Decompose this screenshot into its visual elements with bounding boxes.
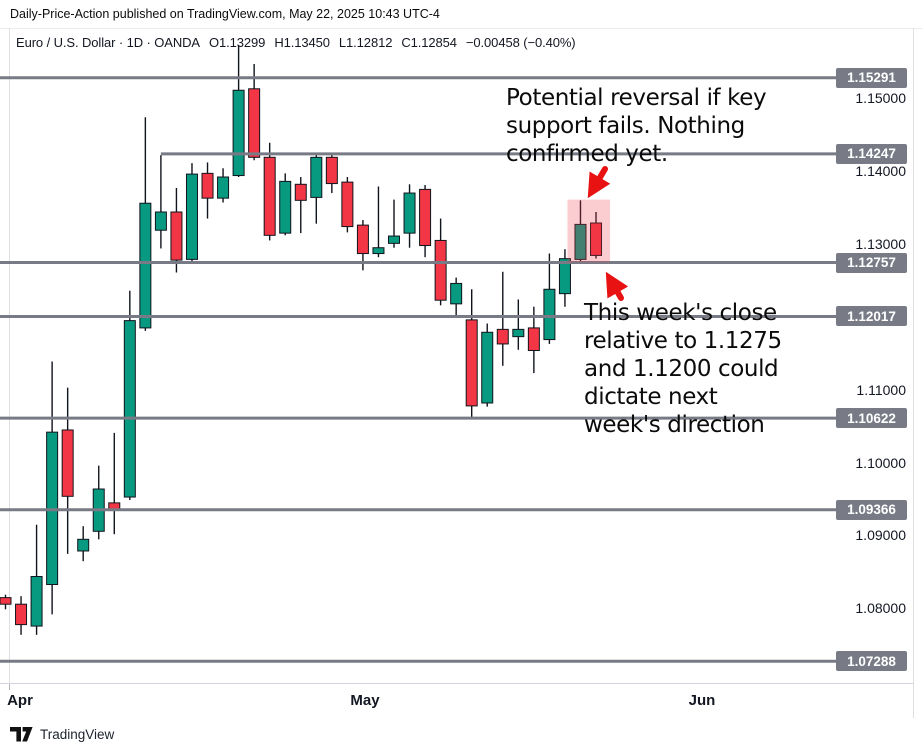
candle-body-down <box>61 429 74 497</box>
candle-body-down <box>15 603 28 626</box>
tradingview-logo-icon <box>10 727 33 742</box>
candle-body-down <box>248 88 261 158</box>
month-label-apr: Apr <box>7 692 33 709</box>
candle-body-up <box>185 173 198 260</box>
price-level-badge: 1.12757 <box>836 252 907 273</box>
candle-body-down <box>356 224 369 255</box>
symbol-header: Euro / U.S. Dollar · 1D · OANDA O1.13299… <box>16 35 576 50</box>
price-axis-label: 1.15000 <box>855 90 906 106</box>
price-axis-label: 1.10000 <box>855 454 906 471</box>
candle-body-down <box>263 156 276 236</box>
price-level-badge: 1.09366 <box>836 499 907 520</box>
candle-body-up <box>574 223 587 260</box>
candle-body-down <box>590 222 603 256</box>
candle-body-down <box>201 172 214 199</box>
candle-body-down <box>325 156 338 185</box>
daily-change: −0.00458 (−0.40%) <box>465 35 576 50</box>
annotation-reversal-note: Potential reversal if key support fails.… <box>506 85 767 167</box>
month-tick <box>9 684 10 690</box>
annotation-weekly-close-note: This week's close relative to 1.1275 and… <box>584 300 782 438</box>
price-level-badge: 1.10622 <box>836 408 907 429</box>
candle-body-up <box>310 156 323 198</box>
candle-body-down <box>527 327 540 352</box>
candle-body-down <box>419 188 432 247</box>
price-axis-label: 1.08000 <box>855 600 906 617</box>
candle-body-up <box>139 202 152 329</box>
candle-body-up <box>217 176 230 199</box>
price-axis-label: 1.14000 <box>855 162 906 179</box>
price-axis-label: 1.09000 <box>855 527 906 544</box>
ohlc-low: L1.12812 <box>338 35 393 50</box>
ohlc-high: H1.13450 <box>274 35 330 50</box>
highlight-box <box>567 199 611 263</box>
time-axis[interactable]: Apr May Jun <box>0 684 913 714</box>
candle-body-up <box>450 282 463 305</box>
candle-body-down <box>0 597 12 605</box>
symbol-title: Euro / U.S. Dollar · 1D · OANDA <box>16 35 200 50</box>
price-scale[interactable]: 1.15000 1.14000 1.13000 1.11000 1.10000 1.090… <box>822 28 922 683</box>
candle-body-up <box>232 89 245 177</box>
price-level-badge: 1.14247 <box>836 143 907 164</box>
candle-body-up <box>481 331 494 404</box>
price-axis-label: 1.13000 <box>855 235 906 252</box>
ohlc-open: O1.13299 <box>209 35 266 50</box>
price-level-badge: 1.12017 <box>836 306 907 327</box>
candle-body-up <box>123 320 136 498</box>
pane-border-right <box>913 28 914 718</box>
candle-body-up <box>558 258 571 295</box>
candle-body-up <box>372 247 385 255</box>
price-level-badge: 1.15291 <box>836 67 907 88</box>
candle-body-down <box>341 181 354 228</box>
month-label-may: May <box>350 692 380 709</box>
candle-body-down <box>294 183 307 201</box>
candle-body-down <box>496 328 509 345</box>
candle-body-up <box>403 192 416 234</box>
candle-body-up <box>30 575 43 627</box>
candle-body-up <box>77 538 90 552</box>
candle-body-down <box>434 239 447 301</box>
candle-body-up <box>388 235 400 244</box>
candle-body-up <box>512 328 525 338</box>
time-axis-separator <box>0 683 913 684</box>
pane-border-top <box>0 28 922 29</box>
candle-body-up <box>154 211 167 231</box>
candle-body-down <box>465 319 478 407</box>
publish-attribution: Daily-Price-Action published on TradingV… <box>10 7 440 21</box>
candle-body-down <box>170 211 183 261</box>
arrow-pointing-up-to-support-retest <box>605 271 629 301</box>
price-axis-label: 1.11000 <box>856 381 906 398</box>
price-level-badge: 1.07288 <box>836 651 907 672</box>
candle-body-up <box>543 288 556 341</box>
tradingview-brand-text: TradingView <box>40 727 115 742</box>
month-label-jun: Jun <box>688 692 716 709</box>
ohlc-close: C1.12854 <box>401 35 457 50</box>
tradingview-attribution[interactable]: TradingView <box>10 727 114 742</box>
candle-body-up <box>279 180 292 234</box>
arrow-pointing-down-to-weekly-candles <box>587 166 611 199</box>
